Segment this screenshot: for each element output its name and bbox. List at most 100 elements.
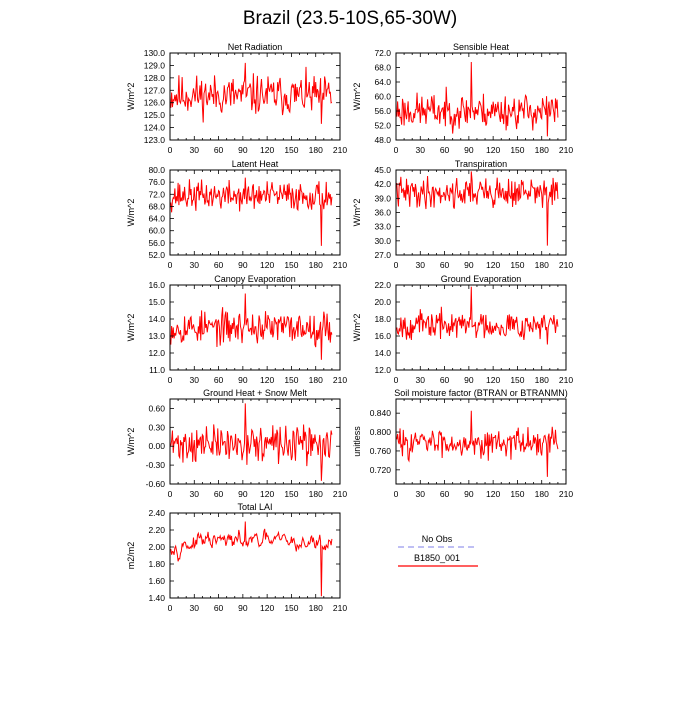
y-tick-label: 125.0 [144, 110, 166, 120]
x-tick-label: 210 [333, 489, 347, 499]
plot-frame [169, 52, 341, 141]
panel-transpiration: Transpiration W/m^2 0 30 60 90 120 150 180 210 27.… [352, 159, 573, 270]
series-line-latent-heat [170, 177, 333, 246]
y-tick-label: 16.0 [374, 331, 391, 341]
y-tick-label: 0.00 [148, 441, 165, 451]
y-tick-label: 13.0 [148, 331, 165, 341]
x-tick-label: 210 [559, 375, 573, 385]
x-tick-label: 180 [535, 260, 549, 270]
y-tick-label: 68.0 [148, 201, 165, 211]
y-tick-label: 14.0 [374, 348, 391, 358]
x-tick-label: 210 [333, 375, 347, 385]
y-tick-label: 130.0 [144, 48, 166, 58]
x-tick-label: 150 [284, 603, 298, 613]
legend-label-no-obs: No Obs [422, 534, 453, 544]
y-tick-label: 2.20 [148, 525, 165, 535]
y-tick-label: 27.0 [374, 250, 391, 260]
y-tick-label: 68.0 [374, 63, 391, 73]
plot-frame [395, 284, 567, 371]
x-tick-label: 0 [394, 145, 399, 155]
x-tick-label: 30 [416, 260, 426, 270]
y-tick-label: 2.40 [148, 508, 165, 518]
x-tick-label: 30 [416, 489, 426, 499]
series-line-net-radiation [170, 62, 333, 124]
y-tick-label: 64.0 [374, 77, 391, 87]
x-tick-label: 90 [238, 260, 248, 270]
figure-title: Brazil (23.5-10S,65-30W) [242, 8, 458, 29]
y-axis-label: W/m^2 [352, 83, 362, 111]
x-tick-label: 60 [214, 375, 224, 385]
y-tick-label: 127.0 [144, 85, 166, 95]
y-axis-label: unitless [352, 426, 362, 457]
y-tick-label: 2.00 [148, 542, 165, 552]
y-axis-label: W/m^2 [126, 83, 136, 111]
y-tick-label: 16.0 [148, 280, 165, 290]
panel-title: Soil moisture factor (BTRAN or BTRANMN) [394, 388, 568, 398]
y-tick-label: 22.0 [374, 280, 391, 290]
y-axis-label: W/m^2 [352, 314, 362, 342]
series-line-ground-evaporation [396, 286, 559, 345]
x-tick-label: 0 [168, 145, 173, 155]
y-tick-label: 0.760 [370, 446, 392, 456]
series-line-transpiration [396, 171, 559, 246]
x-tick-label: 0 [168, 260, 173, 270]
y-tick-label: 48.0 [374, 135, 391, 145]
y-tick-label: 20.0 [374, 297, 391, 307]
x-tick-label: 120 [260, 375, 274, 385]
panel-soil-moisture-factor: Soil moisture factor (BTRAN or BTRANMN) u… [352, 388, 573, 499]
y-tick-label: 64.0 [148, 214, 165, 224]
x-tick-label: 60 [440, 489, 450, 499]
x-tick-label: 90 [464, 375, 474, 385]
y-tick-label: 126.0 [144, 98, 166, 108]
y-tick-label: 52.0 [374, 121, 391, 131]
y-tick-label: 36.0 [374, 208, 391, 218]
x-tick-label: 180 [309, 260, 323, 270]
y-tick-label: 60.0 [148, 226, 165, 236]
x-tick-label: 90 [238, 489, 248, 499]
x-tick-label: 30 [190, 489, 200, 499]
plot-frame [169, 512, 341, 599]
x-tick-label: 150 [510, 260, 524, 270]
x-tick-label: 120 [260, 260, 274, 270]
x-tick-label: 120 [486, 145, 500, 155]
y-tick-label: 12.0 [374, 365, 391, 375]
panel-sensible-heat: Sensible Heat W/m^2 0 30 60 90 120 150 180 210 48.… [352, 42, 573, 155]
panel-total-lai: Total LAI m2/m2 0 30 60 90 120 150 180 210 1.40 1.6… [126, 502, 347, 613]
x-tick-label: 180 [309, 145, 323, 155]
x-tick-label: 0 [168, 375, 173, 385]
x-tick-label: 60 [440, 260, 450, 270]
x-tick-label: 30 [190, 375, 200, 385]
panel-title: Ground Evaporation [441, 274, 522, 284]
x-tick-label: 90 [464, 489, 474, 499]
y-tick-label: 72.0 [374, 48, 391, 58]
x-tick-label: 30 [416, 375, 426, 385]
x-tick-label: 30 [190, 145, 200, 155]
x-tick-label: 210 [333, 603, 347, 613]
y-tick-label: 124.0 [144, 123, 166, 133]
x-tick-label: 0 [394, 260, 399, 270]
x-tick-label: 60 [440, 375, 450, 385]
x-tick-label: 120 [486, 489, 500, 499]
y-tick-label: 1.60 [148, 576, 165, 586]
x-tick-label: 30 [190, 260, 200, 270]
y-tick-label: 1.80 [148, 559, 165, 569]
y-tick-label: 0.800 [370, 427, 392, 437]
y-tick-label: 15.0 [148, 297, 165, 307]
plot-frame [395, 52, 567, 141]
y-tick-label: 14.0 [148, 314, 165, 324]
y-axis-label: W/m^2 [126, 428, 136, 456]
x-tick-label: 60 [214, 603, 224, 613]
x-tick-label: 120 [486, 260, 500, 270]
panel-ground-heat-snow-melt: Ground Heat + Snow Melt W/m^2 0 30 60 90 120 15… [126, 388, 347, 499]
x-tick-label: 90 [238, 603, 248, 613]
x-tick-label: 180 [535, 145, 549, 155]
x-tick-label: 90 [238, 145, 248, 155]
panel-title: Sensible Heat [453, 42, 510, 52]
plot-frame [169, 284, 341, 371]
y-tick-label: 56.0 [148, 238, 165, 248]
x-tick-label: 150 [284, 145, 298, 155]
plot-frame [395, 398, 567, 485]
x-tick-label: 150 [510, 145, 524, 155]
x-tick-label: 30 [190, 603, 200, 613]
